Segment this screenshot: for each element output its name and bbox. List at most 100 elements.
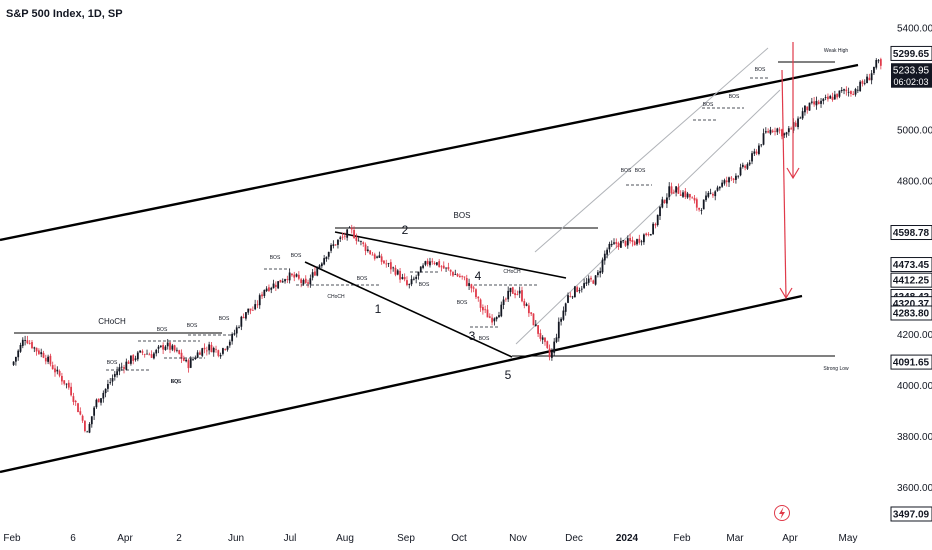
x-tick-label: Sep	[397, 533, 415, 544]
candle-body	[245, 312, 247, 319]
candle-body	[199, 352, 201, 355]
price-label-box	[890, 45, 932, 61]
candle-body	[26, 340, 29, 344]
candle-body	[620, 240, 622, 248]
candle-body	[238, 327, 240, 329]
candle-body	[353, 230, 355, 239]
candle-body	[850, 91, 852, 94]
candle-body	[523, 301, 526, 306]
structure-small-label: BOS	[291, 253, 302, 259]
candle-body	[806, 106, 809, 111]
candle-body	[534, 324, 537, 326]
candle-body	[827, 96, 829, 100]
candle-body	[187, 360, 190, 369]
candle-body	[217, 350, 220, 356]
lightning-icon	[774, 505, 790, 521]
candle-body	[38, 350, 40, 354]
candle-body	[231, 333, 234, 342]
x-tick-label: Mar	[726, 533, 744, 544]
candle-body	[210, 344, 213, 353]
candle-body	[81, 415, 84, 421]
candle-body	[293, 274, 296, 278]
candle-body	[562, 310, 565, 320]
candle-body	[256, 304, 259, 306]
candle-body	[507, 290, 510, 300]
y-tick-label: 3800.00	[897, 432, 932, 443]
candle-body	[136, 352, 139, 360]
candle-body	[49, 355, 52, 365]
candle-body	[824, 97, 827, 99]
candle-body	[123, 367, 125, 369]
candle-body	[829, 95, 832, 99]
candle-body	[636, 239, 638, 245]
candle-body	[753, 151, 756, 154]
candle-body	[516, 294, 519, 295]
candle-body	[778, 129, 781, 131]
candle-body	[594, 275, 597, 285]
candle-body	[222, 348, 224, 354]
candle-body	[539, 333, 542, 339]
candle-body	[21, 339, 24, 346]
candle-body	[755, 151, 758, 154]
candle-body	[320, 263, 323, 267]
candle-body	[111, 378, 114, 382]
candle-body	[735, 175, 737, 180]
y-tick-label: 4000.00	[897, 381, 932, 392]
candle-body	[790, 128, 793, 130]
x-tick-label: Feb	[673, 533, 691, 544]
candle-body	[861, 81, 864, 84]
candle-body	[493, 318, 496, 322]
candle-body	[527, 305, 530, 314]
candle-body	[141, 351, 144, 353]
candle-body	[569, 296, 572, 297]
x-tick-label: Dec	[565, 533, 583, 544]
candle-body	[840, 89, 843, 91]
candle-body	[449, 269, 452, 272]
structure-small-label: BOS	[729, 94, 740, 100]
candle-body	[544, 337, 546, 342]
candle-body	[767, 131, 770, 133]
candle-body	[272, 283, 275, 289]
candle-body	[203, 347, 206, 350]
candle-body	[270, 287, 273, 290]
candle-body	[456, 274, 459, 277]
candle-body	[707, 192, 710, 197]
candle-body	[291, 273, 293, 276]
candle-body	[815, 100, 818, 106]
candle-body	[422, 265, 424, 268]
candle-body	[714, 191, 717, 197]
x-tick-label: Aug	[336, 533, 354, 544]
candle-body	[590, 277, 592, 280]
candle-body	[265, 288, 268, 291]
candle-body	[277, 281, 280, 289]
candle-body	[541, 337, 544, 340]
candle-body	[776, 128, 779, 133]
candle-body	[47, 356, 50, 362]
candle-body	[339, 237, 342, 239]
candle-body	[102, 392, 105, 399]
candle-body	[603, 253, 606, 261]
candle-body	[288, 272, 291, 281]
candle-body	[176, 349, 178, 351]
candle-body	[794, 122, 797, 127]
candle-body	[689, 194, 691, 198]
y-tick-label: 4200.00	[897, 330, 932, 341]
candle-body	[599, 271, 602, 274]
x-tick-label: 2	[176, 533, 182, 544]
candle-body	[877, 60, 880, 62]
candle-body	[661, 199, 664, 208]
strong-low-label: Strong Low	[823, 366, 849, 372]
candle-body	[134, 358, 137, 360]
candle-body	[463, 276, 466, 278]
y-tick-label: 5000.00	[897, 126, 932, 137]
candle-body	[477, 296, 480, 299]
candle-body	[263, 289, 266, 296]
candle-body	[553, 341, 556, 353]
candle-body	[438, 261, 441, 267]
candle-body	[633, 241, 636, 246]
candle-body	[378, 255, 381, 258]
candle-body	[228, 341, 231, 346]
candle-body	[580, 288, 583, 290]
